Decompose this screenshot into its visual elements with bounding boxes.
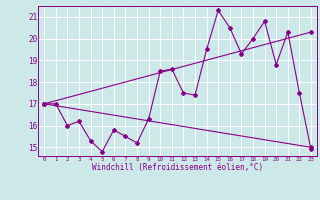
X-axis label: Windchill (Refroidissement éolien,°C): Windchill (Refroidissement éolien,°C) — [92, 163, 263, 172]
